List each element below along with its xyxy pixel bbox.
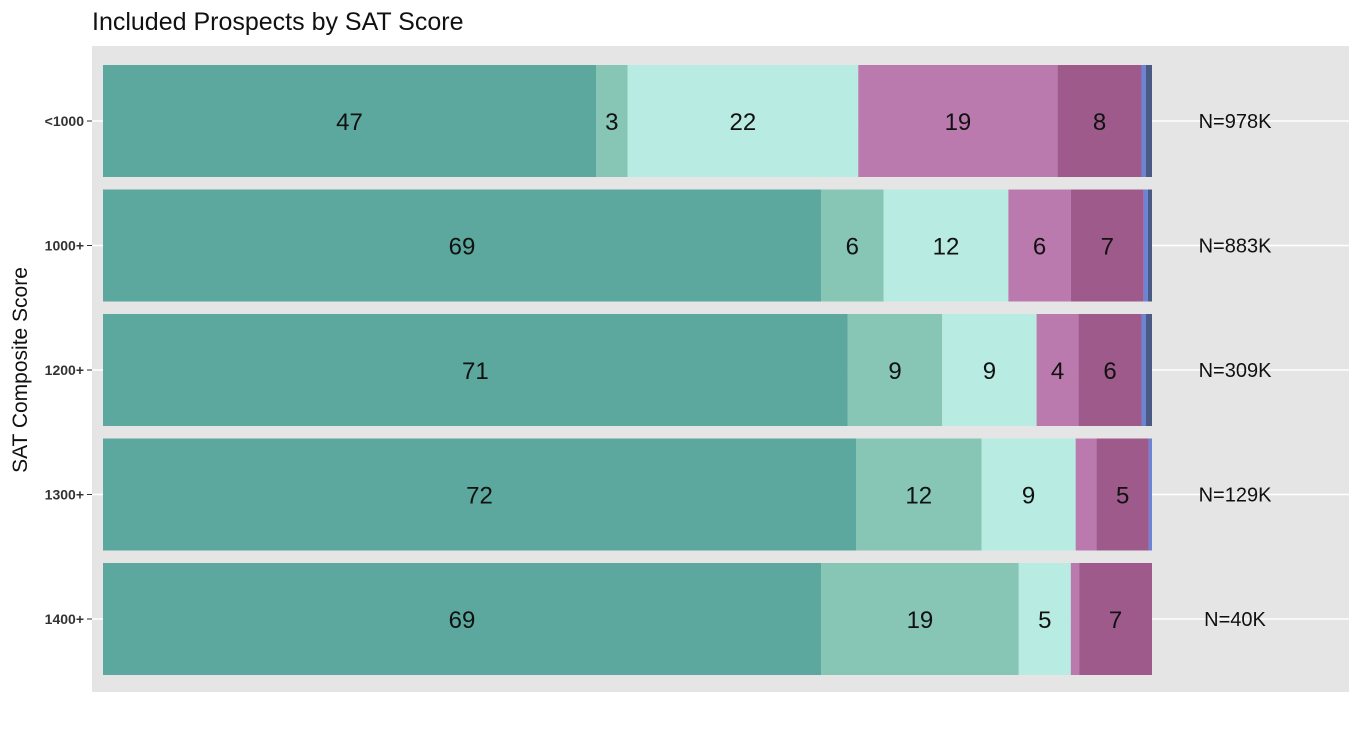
bar-segment xyxy=(1148,438,1152,551)
bar-segment xyxy=(1075,438,1097,551)
bar-segment xyxy=(1057,65,1142,177)
bar-segment xyxy=(1145,65,1152,177)
bar-segment xyxy=(981,438,1076,551)
data-label: 22 xyxy=(730,109,757,136)
n-labels: N=978K N=883K N=309K N=129K N=40K xyxy=(1199,111,1272,631)
data-label: 5 xyxy=(1038,607,1051,634)
bar-segment xyxy=(1079,563,1152,675)
n-label: N=309K xyxy=(1199,360,1272,382)
bar-segment xyxy=(883,189,1009,302)
bar-segment xyxy=(103,438,857,551)
data-label: 6 xyxy=(1103,358,1116,385)
bar-segment xyxy=(858,65,1058,177)
y-axis-ticks: <1000 1000+ 1200+ 1300+ 1400+ xyxy=(45,113,92,627)
bars xyxy=(103,65,1152,675)
bar-segment xyxy=(103,563,822,675)
data-label: 6 xyxy=(846,234,859,261)
data-label: 72 xyxy=(466,483,493,510)
y-tick-label: 1300+ xyxy=(45,487,84,503)
data-label: 9 xyxy=(983,358,996,385)
data-label: 3 xyxy=(605,109,618,136)
data-label: 47 xyxy=(336,109,363,136)
data-label: 5 xyxy=(1116,483,1129,510)
segment-labels: 47 3 22 19 8 69 6 12 6 7 71 9 9 4 6 72 12 9 5 69 19 5 7 xyxy=(336,109,1129,634)
n-label: N=129K xyxy=(1199,485,1272,507)
chart-title: Included Prospects by SAT Score xyxy=(92,8,463,36)
bar-segment xyxy=(1018,563,1071,675)
bar-segment xyxy=(847,314,943,426)
data-label: 7 xyxy=(1101,234,1114,261)
data-label: 8 xyxy=(1093,109,1106,136)
bar-segment xyxy=(1070,563,1080,675)
bar-segment xyxy=(942,314,1037,426)
data-label: 69 xyxy=(449,234,476,261)
bar-segment xyxy=(103,189,822,302)
data-label: 7 xyxy=(1109,607,1122,634)
data-label: 12 xyxy=(933,234,960,261)
data-label: 6 xyxy=(1033,234,1046,261)
y-axis-label: SAT Composite Score xyxy=(9,267,32,473)
bar-segment xyxy=(1145,314,1152,426)
bar-segment xyxy=(1143,189,1148,302)
bar-segment xyxy=(1008,189,1071,302)
bar-segment xyxy=(103,314,848,426)
n-label: N=978K xyxy=(1199,111,1272,133)
data-label: 9 xyxy=(888,358,901,385)
data-label: 71 xyxy=(462,358,489,385)
bar-segment xyxy=(1078,314,1142,426)
data-label: 69 xyxy=(449,607,476,634)
n-label: N=883K xyxy=(1199,236,1272,258)
n-label: N=40K xyxy=(1204,609,1266,631)
y-tick-label: 1000+ xyxy=(45,238,84,254)
bar-segment xyxy=(103,65,597,177)
data-label: 19 xyxy=(945,109,972,136)
y-tick-label: <1000 xyxy=(45,113,85,129)
bar-segment xyxy=(1036,314,1079,426)
data-label: 4 xyxy=(1051,358,1064,385)
bar-segment xyxy=(821,563,1019,675)
bar-segment xyxy=(1070,189,1144,302)
bar-segment xyxy=(1147,189,1152,302)
bar-segment xyxy=(627,65,859,177)
y-tick-label: 1200+ xyxy=(45,362,84,378)
y-tick-label: 1400+ xyxy=(45,611,84,627)
bar-segment xyxy=(856,438,982,551)
bar-segment xyxy=(821,189,884,302)
bar-segment xyxy=(596,65,628,177)
data-label: 9 xyxy=(1022,483,1035,510)
bar-segment xyxy=(1096,438,1149,551)
bar-segment xyxy=(1141,65,1146,177)
data-label: 19 xyxy=(907,607,934,634)
bar-segment xyxy=(1141,314,1146,426)
data-label: 12 xyxy=(905,483,932,510)
